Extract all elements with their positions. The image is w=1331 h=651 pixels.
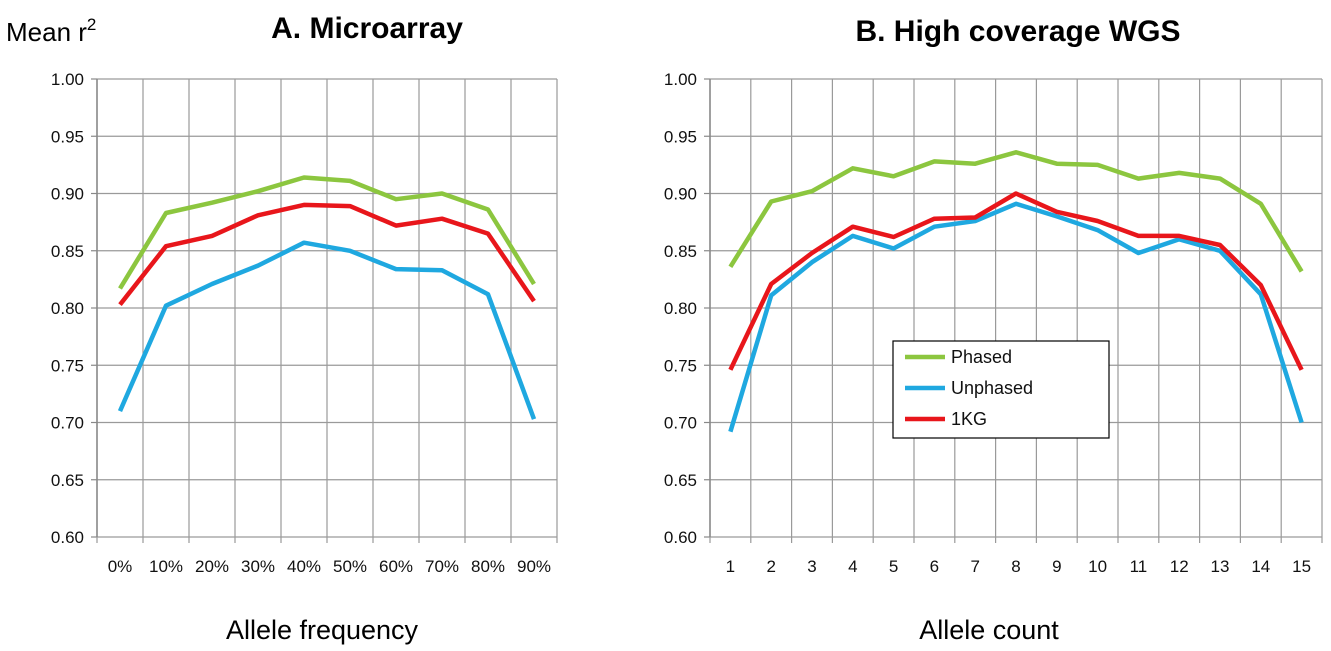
x-tick-label: 3	[807, 557, 816, 576]
y-tick-label: 0.95	[664, 127, 697, 146]
x-tick-label: 80%	[471, 557, 505, 576]
chart-title: A. Microarray	[271, 12, 463, 45]
x-tick-label: 14	[1251, 557, 1270, 576]
x-tick-label: 4	[848, 557, 857, 576]
x-tick-label: 7	[970, 557, 979, 576]
x-tick-label: 90%	[517, 557, 551, 576]
y-tick-label: 1.00	[51, 70, 84, 89]
series-line-1kg	[118, 202, 536, 306]
x-tick-label: 70%	[425, 557, 459, 576]
y-tick-label: 0.75	[51, 356, 84, 375]
y-tick-label: 0.95	[51, 127, 84, 146]
series-line-unphased	[117, 240, 537, 420]
x-tick-label: 1	[726, 557, 735, 576]
legend-label-phased: Phased	[951, 347, 1012, 367]
y-tick-label: 0.80	[51, 299, 84, 318]
chart-b-high-coverage-wgs: B. High coverage WGS 0.60 0.65 0.70 0.75 0.80…	[664, 15, 1323, 645]
x-tick-label: 2	[766, 557, 775, 576]
x-tick-label: 13	[1211, 557, 1230, 576]
x-tick-label: 8	[1011, 557, 1020, 576]
y-tick-label: 0.85	[51, 242, 84, 261]
y-tick-label: 0.60	[664, 528, 697, 547]
x-tick-label: 60%	[379, 557, 413, 576]
y-tick-label: 1.00	[664, 70, 697, 89]
y-tick-label: 0.75	[664, 356, 697, 375]
x-tick-label: 5	[889, 557, 898, 576]
y-axis-label: Mean r2	[6, 15, 96, 47]
y-tick-label: 0.65	[51, 471, 84, 490]
x-tick-label: 40%	[287, 557, 321, 576]
x-tick-label: 0%	[108, 557, 133, 576]
y-tick-label: 0.65	[664, 471, 697, 490]
y-tick-label: 0.80	[664, 299, 697, 318]
legend: Phased Unphased 1KG	[892, 340, 1110, 439]
series-line-phased	[118, 175, 536, 290]
x-tick-label: 50%	[333, 557, 367, 576]
x-tick-label: 30%	[241, 557, 275, 576]
y-axis-label-text: Mean r	[6, 17, 87, 47]
x-tick-label: 10%	[149, 557, 183, 576]
series-line-1kg	[728, 191, 1304, 371]
legend-label-unphased: Unphased	[951, 378, 1033, 398]
y-tick-label: 0.70	[51, 414, 84, 433]
legend-label-1kg: 1KG	[951, 409, 987, 429]
x-tick-label: 10	[1088, 557, 1107, 576]
series-line-unphased	[728, 201, 1304, 433]
series-line-phased	[728, 150, 1304, 273]
x-tick-label: 15	[1292, 557, 1311, 576]
x-tick-label: 20%	[195, 557, 229, 576]
y-tick-label: 0.60	[51, 528, 84, 547]
chart-a-microarray: A. Microarray 0.60 0.65 0.70 0.75 0.80 0.85 0.9…	[51, 12, 558, 645]
y-tick-label: 0.85	[664, 242, 697, 261]
y-axis-label-superscript: 2	[87, 15, 96, 34]
x-tick-label: 9	[1052, 557, 1061, 576]
y-tick-label: 0.90	[51, 185, 84, 204]
x-tick-label: 12	[1170, 557, 1189, 576]
x-axis-label: Allele frequency	[226, 615, 419, 645]
y-tick-label: 0.70	[664, 414, 697, 433]
x-tick-label: 11	[1130, 557, 1148, 576]
y-tick-label: 0.90	[664, 185, 697, 204]
chart-title: B. High coverage WGS	[855, 15, 1180, 48]
x-axis-label: Allele count	[919, 615, 1059, 645]
x-tick-label: 6	[930, 557, 939, 576]
